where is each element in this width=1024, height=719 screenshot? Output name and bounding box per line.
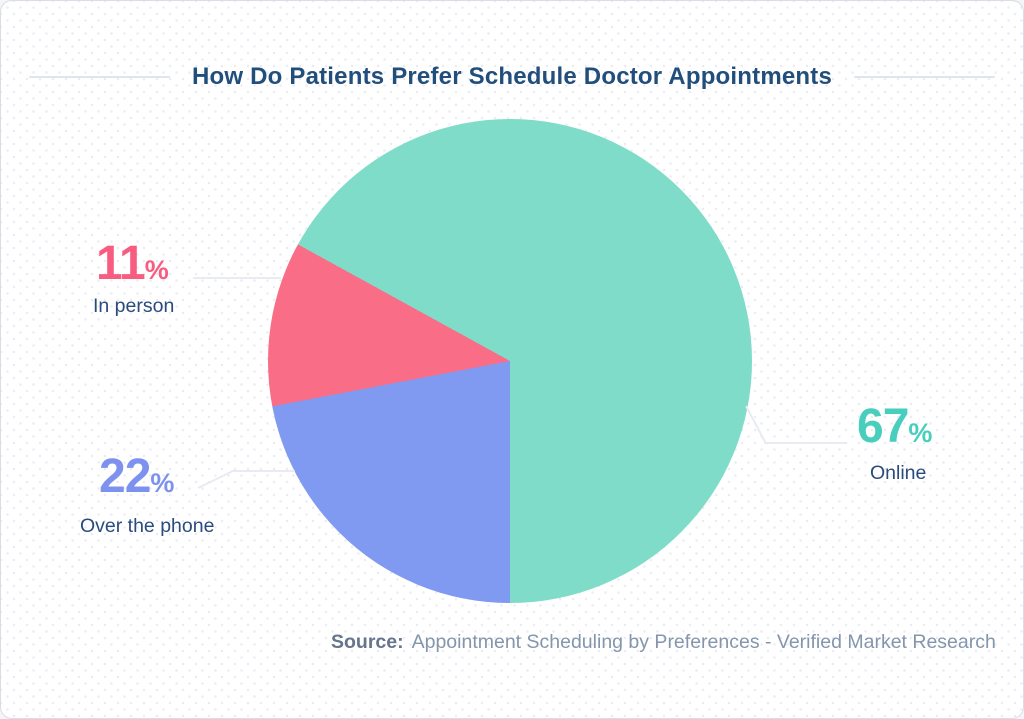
pie-chart — [268, 119, 752, 603]
callout-value-in-person: 11% — [96, 240, 169, 288]
callout-label-online: Online — [870, 462, 927, 484]
callout-number: 22 — [99, 450, 151, 503]
callout-connector-over-the-phone — [231, 470, 295, 472]
callout-value-over-the-phone: 22% — [99, 453, 174, 501]
callout-label-in-person: In person — [93, 295, 175, 317]
title-divider-right — [854, 76, 995, 78]
callout-connector-over-the-phone-diagonal — [197, 470, 234, 489]
source-text: Appointment Scheduling by Preferences - … — [411, 631, 996, 653]
callout-connector-online-diagonal — [745, 405, 768, 445]
callout-connector-in-person — [193, 277, 281, 279]
title-divider-left — [29, 76, 170, 78]
percent-sign: % — [150, 468, 175, 498]
callout-number: 11 — [96, 237, 146, 290]
percent-sign: % — [908, 418, 933, 448]
percent-sign: % — [144, 255, 169, 285]
callout-number: 67 — [857, 400, 909, 453]
source-label: Source: — [331, 631, 404, 653]
callout-connector-online — [764, 442, 847, 444]
callout-value-online: 67% — [857, 403, 932, 451]
source-row: Source: Appointment Scheduling by Prefere… — [331, 631, 996, 654]
page-title: How Do Patients Prefer Schedule Doctor A… — [191, 63, 833, 90]
chart-header: How Do Patients Prefer Schedule Doctor A… — [29, 63, 995, 91]
callout-label-over-the-phone: Over the phone — [80, 515, 215, 537]
